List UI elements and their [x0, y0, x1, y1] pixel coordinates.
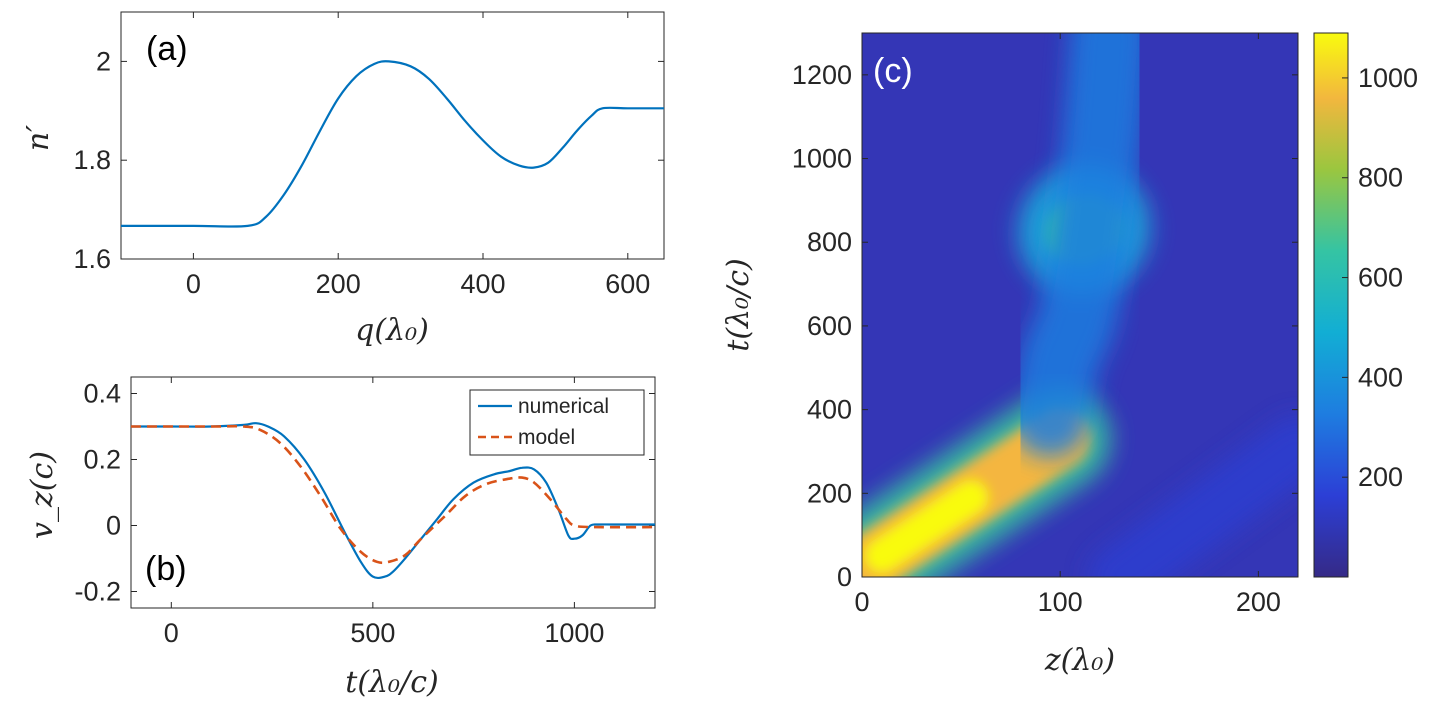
panel-c-label: (c) — [873, 52, 913, 90]
panel-b: 0 500 1000-0.200.20.4 numerical model (b) … — [25, 376, 656, 700]
panel-c-xtick-label: 200 — [1236, 587, 1281, 617]
panel-a-series-line — [121, 60, 664, 228]
panel-a: 0 200 400 600 1.6 1.8 2 (a) q(λ₀) n′ — [21, 11, 665, 348]
panel-a-frame — [120, 11, 665, 260]
panel-c-ytick-label: 800 — [807, 227, 852, 257]
panel-b-xtick-label: 0 — [164, 618, 179, 648]
panel-b-label: (b) — [145, 550, 187, 588]
panel-c-ytick-label: 1000 — [792, 144, 852, 174]
panel-a-xtick-label: 600 — [605, 269, 650, 299]
panel-c-ylabel: t(λ₀/c) — [721, 258, 756, 351]
panel-a-xtick-label: 200 — [316, 269, 361, 299]
panel-c-frame — [861, 32, 1299, 578]
colorbar-tick-label: 200 — [1358, 462, 1403, 492]
panel-b-ytick-label: 0 — [106, 511, 121, 541]
heatmap-image — [862, 33, 1298, 577]
colorbar-tick-label: 1000 — [1358, 63, 1418, 93]
colorbar-tick-label: 600 — [1358, 263, 1403, 293]
panel-b-ylabel: v_z(c) — [25, 451, 60, 539]
heatmap-ridge — [1011, 33, 1149, 458]
panel-b-series-model — [131, 424, 655, 565]
panel-c: 0 100 200 0 200 400 600 800 1000 1200 (c) z(λ₀) t… — [721, 32, 1418, 678]
panel-a-xtick-label: 0 — [186, 269, 201, 299]
legend-box — [469, 389, 645, 456]
panel-a-xlabel: q(λ₀) — [355, 313, 429, 348]
panel-a-ytick-label: 1.8 — [73, 145, 111, 175]
colorbar-tick-label: 400 — [1358, 362, 1403, 392]
panel-c-ytick-label: 0 — [837, 562, 852, 592]
heatmap-faint-streak-halo — [1087, 415, 1298, 577]
panel-a-ytick-label: 2 — [96, 46, 111, 76]
panel-c-ytick-label: 400 — [807, 395, 852, 425]
panel-b-xtick-label: 1000 — [544, 618, 604, 648]
panel-b-ytick-label: 0.4 — [83, 379, 121, 409]
panel-b-series-numerical — [131, 422, 655, 580]
colorbar-tick-label: 800 — [1358, 163, 1403, 193]
panel-c-ytick-label: 600 — [807, 311, 852, 341]
legend-label-model: model — [518, 426, 575, 449]
panel-c-xtick-label: 0 — [854, 587, 869, 617]
panel-b-legend: numerical model — [469, 389, 645, 456]
panel-a-label: (a) — [146, 30, 188, 68]
panel-a-ytick-label: 1.6 — [73, 244, 111, 274]
colorbar-ticks: 200 400 600 800 1000 — [1342, 63, 1418, 492]
panel-a-xtick-label: 400 — [460, 269, 505, 299]
colorbar-gradient — [1313, 32, 1349, 578]
panel-c-ytick-label: 1200 — [792, 60, 852, 90]
panel-a-ylabel: n′ — [21, 125, 56, 151]
legend-label-numerical: numerical — [518, 395, 609, 418]
panel-b-xlabel: t(λ₀/c) — [345, 665, 438, 700]
colorbar: 200 400 600 800 1000 — [1313, 32, 1418, 578]
panel-b-ticks: 0 500 1000 -0.2 0 0.2 0.4 — [74, 377, 655, 648]
panel-b-ytick-label: -0.2 — [74, 577, 121, 607]
panel-c-ticks: 0 100 200 0 200 400 600 800 1000 1200 — [792, 33, 1298, 617]
panel-c-ytick-label: 200 — [807, 478, 852, 508]
panel-c-xlabel: z(λ₀) — [1044, 643, 1115, 678]
heatmap-streak-core — [864, 479, 989, 574]
panel-a-ticks: 0 200 400 600 1.6 1.8 2 — [73, 12, 664, 299]
panel-c-xtick-label: 100 — [1038, 587, 1083, 617]
panel-b-xtick-label: 500 — [350, 618, 395, 648]
panel-b-ytick-label: 0.2 — [83, 445, 121, 475]
